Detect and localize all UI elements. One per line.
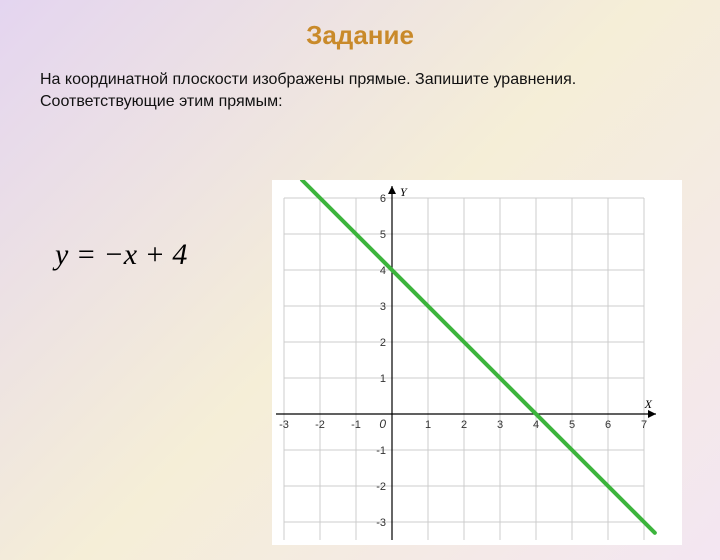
svg-text:6: 6: [605, 419, 611, 431]
svg-text:1: 1: [380, 373, 386, 385]
coordinate-chart: -3-2-11234567-4-3-2-11234560XY: [272, 180, 682, 545]
svg-text:2: 2: [380, 337, 386, 349]
slide-title: Задание: [0, 20, 720, 51]
svg-text:-3: -3: [376, 517, 386, 529]
svg-text:5: 5: [569, 419, 575, 431]
svg-text:0: 0: [379, 417, 386, 431]
svg-text:-1: -1: [351, 419, 361, 431]
svg-text:3: 3: [380, 301, 386, 313]
svg-text:-3: -3: [279, 419, 289, 431]
svg-text:-1: -1: [376, 445, 386, 457]
svg-text:1: 1: [425, 419, 431, 431]
svg-text:2: 2: [461, 419, 467, 431]
chart-svg: -3-2-11234567-4-3-2-11234560XY: [272, 180, 682, 540]
line-equation: y = −x + 4: [55, 238, 187, 272]
svg-text:4: 4: [533, 419, 539, 431]
svg-text:5: 5: [380, 229, 386, 241]
svg-text:3: 3: [497, 419, 503, 431]
svg-text:7: 7: [641, 419, 647, 431]
svg-text:6: 6: [380, 193, 386, 205]
svg-text:-2: -2: [376, 481, 386, 493]
svg-text:-2: -2: [315, 419, 325, 431]
svg-text:X: X: [644, 397, 653, 411]
task-description: На координатной плоскости изображены пря…: [40, 69, 680, 112]
svg-text:4: 4: [380, 265, 386, 277]
